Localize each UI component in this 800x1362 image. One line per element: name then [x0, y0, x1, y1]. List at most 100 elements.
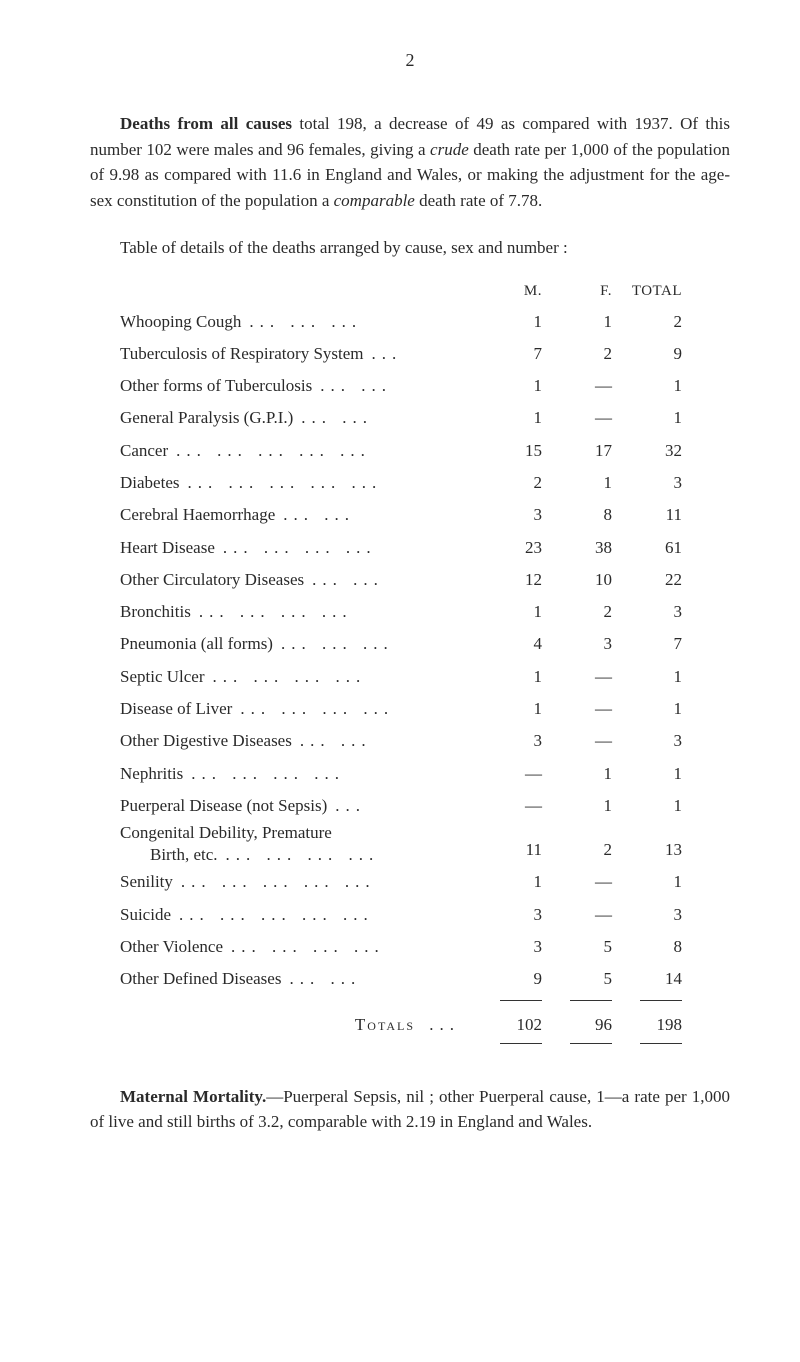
leader-dots: ... ... ... ...	[191, 764, 345, 783]
lead-maternal: Maternal Mortality.	[120, 1087, 266, 1106]
cause-label: Disease of Liver	[120, 699, 232, 718]
cause-label: Other Digestive Diseases	[120, 731, 292, 750]
cause-cell: Other Circulatory Diseases... ...	[120, 564, 480, 596]
cause-label: Nephritis	[120, 764, 183, 783]
value-m: 7	[480, 338, 550, 370]
table-row: Nephritis... ... ... ...—11	[120, 758, 730, 790]
table-row: Diabetes... ... ... ... ...213	[120, 467, 730, 499]
leader-dots: ... ... ... ... ...	[181, 872, 376, 891]
value-f: 1	[550, 306, 620, 338]
leader-dots: ...	[335, 796, 366, 815]
value-total: 8	[620, 931, 690, 963]
cause-cell: Suicide ... ... ... ... ...	[120, 899, 480, 931]
cause-cell: Whooping Cough... ... ...	[120, 306, 480, 338]
value-m: 11	[480, 834, 550, 866]
value-f: 5	[550, 963, 620, 995]
table-row: Tuberculosis of Respiratory System...729	[120, 338, 730, 370]
cause-label: Bronchitis	[120, 602, 191, 621]
value-total: 3	[620, 725, 690, 757]
value-m: 1	[480, 402, 550, 434]
value-f: —	[550, 899, 620, 931]
cause-label: Septic Ulcer	[120, 667, 205, 686]
leader-dots: ... ...	[320, 376, 392, 395]
table-row: General Paralysis (G.P.I.)... ...1—1	[120, 402, 730, 434]
leader-dots: ...	[372, 344, 403, 363]
col-header-m: M.	[480, 283, 550, 300]
cause-label: Diabetes	[120, 473, 179, 492]
paragraph-deaths: Deaths from all causes total 198, a decr…	[90, 111, 730, 213]
value-total: 9	[620, 338, 690, 370]
table-row: Other forms of Tuberculosis... ...1—1	[120, 370, 730, 402]
table-row: Other Digestive Diseases... ...3—3	[120, 725, 730, 757]
cause-cell: Other forms of Tuberculosis ... ...	[120, 370, 480, 402]
table-row: Disease of Liver ... ... ... ... 1—1	[120, 693, 730, 725]
cause-label: Other forms of Tuberculosis	[120, 376, 312, 395]
value-total: 2	[620, 306, 690, 338]
cause-label: Tuberculosis of Respiratory System	[120, 344, 364, 363]
leader-dots: ... ...	[283, 505, 355, 524]
cause-label: Suicide	[120, 905, 171, 924]
table-row: Cerebral Haemorrhage... ...3811	[120, 499, 730, 531]
deaths-table: M. F. TOTAL Whooping Cough... ... ...112…	[120, 283, 730, 1044]
paragraph-maternal: Maternal Mortality.—Puerperal Sepsis, ni…	[90, 1084, 730, 1135]
table-rule-bottom	[120, 1043, 730, 1044]
value-f: 17	[550, 435, 620, 467]
leader-dots: ... ... ... ...	[213, 667, 367, 686]
leader-dots: ... ... ... ...	[223, 538, 377, 557]
value-f: 5	[550, 931, 620, 963]
value-total: 3	[620, 596, 690, 628]
para1-text-c: death rate of 7.78.	[415, 191, 542, 210]
value-f: —	[550, 866, 620, 898]
value-f: 2	[550, 834, 620, 866]
cause-cell: Senility... ... ... ... ...	[120, 866, 480, 898]
totals-dots: ...	[429, 1015, 460, 1034]
value-total: 13	[620, 834, 690, 866]
leader-dots: ... ...	[301, 408, 373, 427]
cause-cell: Tuberculosis of Respiratory System...	[120, 338, 480, 370]
value-m: —	[480, 758, 550, 790]
table-header-row: M. F. TOTAL	[120, 283, 730, 300]
totals-label: Totals ...	[120, 1009, 480, 1041]
cause-label: Heart Disease	[120, 538, 215, 557]
value-m: 12	[480, 564, 550, 596]
value-m: 15	[480, 435, 550, 467]
value-f: 3	[550, 628, 620, 660]
value-f: —	[550, 402, 620, 434]
value-f: 1	[550, 790, 620, 822]
cause-label: Whooping Cough	[120, 312, 241, 331]
page-number: 2	[90, 50, 730, 71]
value-total: 32	[620, 435, 690, 467]
value-f: —	[550, 693, 620, 725]
value-m: 3	[480, 899, 550, 931]
value-m: 3	[480, 725, 550, 757]
table-row: Congenital Debility, PrematureBirth, etc…	[120, 822, 730, 866]
para1-italic-b: comparable	[334, 191, 415, 210]
value-m: 1	[480, 693, 550, 725]
leader-dots: ... ... ...	[281, 634, 394, 653]
value-m: —	[480, 790, 550, 822]
value-total: 11	[620, 499, 690, 531]
value-total: 1	[620, 370, 690, 402]
table-row: Other Circulatory Diseases... ...121022	[120, 564, 730, 596]
value-f: 10	[550, 564, 620, 596]
value-m: 1	[480, 866, 550, 898]
value-total: 1	[620, 693, 690, 725]
cause-label: Other Circulatory Diseases	[120, 570, 304, 589]
table-row: Septic Ulcer... ... ... ...1—1	[120, 661, 730, 693]
value-m: 1	[480, 661, 550, 693]
value-total: 14	[620, 963, 690, 995]
cause-cell: Diabetes... ... ... ... ...	[120, 467, 480, 499]
cause-cell: Cancer... ... ... ... ...	[120, 435, 480, 467]
cause-cell: Heart Disease ... ... ... ...	[120, 532, 480, 564]
cause-label: Birth, etc.... ... ... ...	[150, 844, 480, 866]
cause-cell: Puerperal Disease (not Sepsis)...	[120, 790, 480, 822]
value-m: 9	[480, 963, 550, 995]
table-row: Puerperal Disease (not Sepsis)...—11	[120, 790, 730, 822]
leader-dots: ... ... ... ...	[240, 699, 394, 718]
value-m: 1	[480, 370, 550, 402]
cause-cell: Disease of Liver ... ... ... ...	[120, 693, 480, 725]
value-m: 4	[480, 628, 550, 660]
leader-dots: ... ... ... ... ...	[179, 905, 374, 924]
table-row: Other Violence... ... ... ...358	[120, 931, 730, 963]
value-total: 22	[620, 564, 690, 596]
